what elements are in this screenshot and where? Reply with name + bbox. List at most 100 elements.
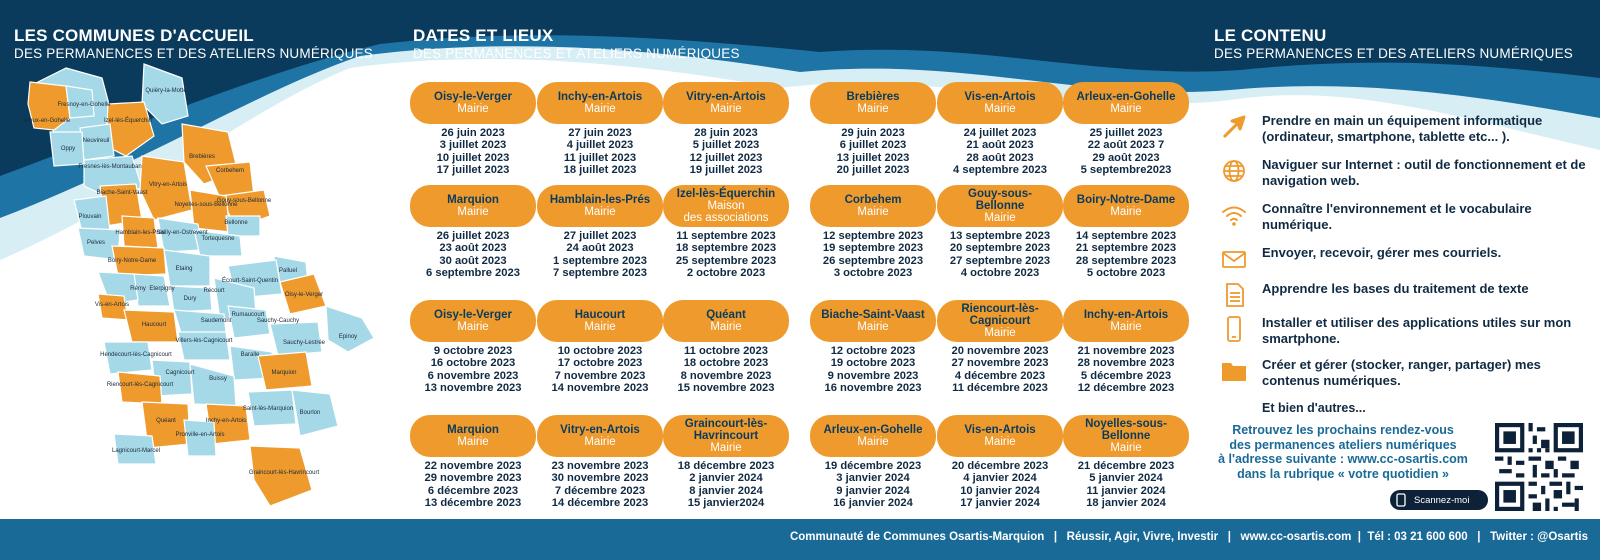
- venue-name: Mairie: [457, 206, 488, 218]
- map-label: Baralle: [241, 352, 260, 358]
- map-label: Saudemont: [201, 318, 232, 324]
- date-item: 12 juillet 2023: [689, 151, 763, 164]
- map-label: Neuvireuil: [83, 138, 110, 144]
- map-label: Villers-lès-Cagnicourt: [176, 338, 233, 344]
- venue-name-line: Mairie: [1110, 442, 1142, 454]
- schedule-block: Gouy-sous-Bellonne Mairie 13 septembre 202…: [937, 185, 1063, 280]
- schedule-block: Graincourt-lès- Havrincourt Mairie 18 décem…: [663, 415, 789, 510]
- town-name-line: Vitry-en-Artois: [686, 91, 766, 103]
- date-item: 18 janvier 2024: [1086, 497, 1166, 510]
- venue-name-line: Mairie: [1110, 321, 1142, 333]
- location-pill: Boiry-Notre-Dame Mairie: [1063, 185, 1189, 227]
- date-item: 4 juillet 2023: [566, 139, 634, 152]
- map-label: Récourt: [203, 288, 224, 294]
- map-label: Cagnicourt: [165, 370, 194, 376]
- map-label: Marquion: [271, 370, 296, 376]
- town-name: Biache-Saint-Vaast: [821, 309, 925, 321]
- cta-line: des permanences ateliers numériques: [1229, 437, 1457, 452]
- town-name: Marquion: [447, 424, 499, 436]
- map-label: Quiéry-la-Motte: [145, 88, 187, 94]
- venue-name-line: Mairie: [710, 321, 742, 333]
- date-list: 20 novembre 2023 27 novembre 2023 4 décemb…: [937, 345, 1063, 395]
- date-item: 13 juillet 2023: [836, 151, 910, 164]
- date-item: 17 janvier 2024: [960, 497, 1040, 510]
- venue-name-line: Mairie: [710, 103, 742, 115]
- cta-line: à l'adresse suivante : www.cc-osartis.co…: [1218, 452, 1468, 466]
- location-pill: Marquion Mairie: [410, 415, 536, 457]
- venue-name: Mairie: [584, 436, 615, 448]
- venue-name-line: Mairie: [857, 321, 889, 333]
- map-label: Plouvain: [78, 214, 101, 220]
- footer-text: Communauté de Communes Osartis-Marquion …: [789, 531, 1588, 543]
- map-label: Haucourt: [142, 322, 167, 328]
- map-label: Tortequesne: [201, 236, 235, 242]
- map-label: Sauchy-Cauchy: [257, 318, 299, 324]
- map-label: Hendecourt-lès-Cagnicourt: [100, 352, 172, 358]
- header-dates-subtitle: DES PERMANENCES ET ATELIERS NUMÉRIQUES: [413, 46, 740, 61]
- map-labels: Fresnoy-en-Gohelle Quiéry-la-Motte Arleu…: [22, 88, 357, 476]
- date-list: 21 décembre 2023 5 janvier 2024 11 janvier…: [1063, 460, 1189, 510]
- date-list: 21 novembre 2023 28 novembre 2023 5 décemb…: [1063, 345, 1189, 395]
- date-item: 18 décembre 2023: [677, 460, 775, 472]
- qr-code[interactable]: [1495, 423, 1583, 511]
- date-item: 16 janvier 2024: [833, 497, 913, 510]
- town-name-line: Arleux-en-Gohelle: [823, 424, 923, 436]
- location-pill: Inchy-en-Artois Mairie: [537, 82, 663, 124]
- location-pill: Vis-en-Artois Mairie: [937, 415, 1063, 457]
- location-pill: Graincourt-lès- Havrincourt Mairie: [663, 415, 789, 457]
- town-name: Boiry-Notre-Dame: [1077, 194, 1175, 206]
- venue-name: Mairie: [984, 212, 1015, 224]
- header-contenu-subtitle: DES PERMANENCES ET DES ATELIERS NUMÉRIQU…: [1214, 46, 1573, 61]
- wifi-icon: [1220, 201, 1248, 229]
- map-label: Rémy: [130, 286, 146, 292]
- schedule-block: Hamblain-les-Prés Mairie 27 juillet 2023 24…: [537, 185, 663, 280]
- schedule-block: Brebières Mairie 29 juin 2023 6 juillet 202…: [810, 82, 936, 177]
- town-name-line: Arleux-en-Gohelle: [1076, 91, 1176, 103]
- venue-name-line: Mairie: [457, 103, 489, 115]
- date-item: 3 janvier 2024: [836, 472, 910, 485]
- date-item: 6 novembre 2023: [427, 369, 519, 382]
- town-name: Oisy-le-Verger: [434, 91, 512, 103]
- venue-name-line: Mairie: [584, 103, 616, 115]
- location-pill: Vitry-en-Artois Mairie: [663, 82, 789, 124]
- map-label: Pronville-en-Artois: [175, 432, 224, 438]
- town-name: Quéant: [706, 309, 746, 321]
- date-item: 15 novembre 2023: [677, 382, 775, 395]
- venue-name: Mairie: [1110, 442, 1141, 454]
- map-label: Corbehem: [216, 168, 244, 174]
- date-item: 27 septembre 2023: [949, 254, 1051, 267]
- map-label: Quéant: [156, 418, 176, 424]
- venue-name-line: Mairie: [857, 103, 889, 115]
- town-name: Arleux-en-Gohelle: [823, 424, 922, 436]
- venue-name-line: des associations: [683, 212, 769, 224]
- venue-name: Mairie: [984, 103, 1015, 115]
- map-label: Palluel: [279, 268, 297, 274]
- location-pill: Arleux-en-Gohelle Mairie: [1063, 82, 1189, 124]
- location-pill: Brebières Mairie: [810, 82, 936, 124]
- scan-button[interactable]: Scannez-moi: [1390, 490, 1488, 510]
- header-communes-subtitle: DES PERMANENCES ET DES ATELIERS NUMÉRIQU…: [14, 46, 373, 61]
- venue-name-line: Mairie: [457, 321, 489, 333]
- town-name-line: Brebières: [846, 91, 900, 103]
- schedule-block: Vis-en-Artois Mairie 20 décembre 2023 4 jan…: [937, 415, 1063, 510]
- date-item: 23 novembre 2023: [551, 460, 649, 472]
- town-name: Corbehem: [845, 194, 902, 206]
- date-item: 18 septembre 2023: [675, 242, 777, 255]
- date-item: 27 juillet 2023: [563, 230, 637, 242]
- date-item: 12 octobre 2023: [830, 345, 916, 357]
- date-list: 12 octobre 2023 19 octobre 2023 9 novembre…: [810, 345, 936, 395]
- venue-name: Mairie: [457, 103, 488, 115]
- venue-name: Mairie: [710, 442, 741, 454]
- envelope-icon: [1220, 245, 1248, 273]
- date-item: 28 septembre 2023: [1075, 254, 1177, 267]
- map-label: Vis-en-Artois: [95, 302, 129, 308]
- scan-label: Scannez-moi: [1414, 494, 1470, 506]
- content-text: Créer et gérer (stocker, ranger, partage…: [1262, 357, 1541, 388]
- town-name-line: Quéant: [706, 309, 746, 321]
- date-item: 6 décembre 2023: [427, 484, 519, 497]
- date-item: 20 décembre 2023: [951, 460, 1049, 472]
- date-item: 9 janvier 2024: [836, 484, 910, 497]
- content-text: Prendre en main un équipement informatiq…: [1262, 113, 1543, 144]
- venue-name-line: Mairie: [710, 442, 742, 454]
- map-label: Sauchy-Lestrée: [283, 340, 326, 346]
